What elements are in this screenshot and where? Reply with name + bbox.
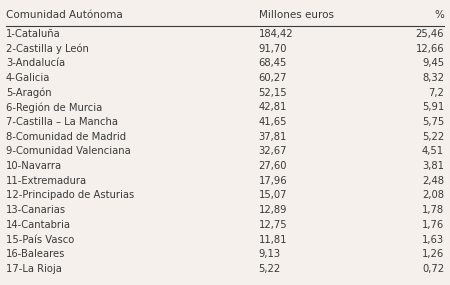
Text: 12-Principado de Asturias: 12-Principado de Asturias <box>6 190 134 200</box>
Text: 10-Navarra: 10-Navarra <box>6 161 62 171</box>
Text: 184,42: 184,42 <box>259 29 293 39</box>
Text: 2-Castilla y León: 2-Castilla y León <box>6 44 89 54</box>
Text: 17-La Rioja: 17-La Rioja <box>6 264 62 274</box>
Text: 15,07: 15,07 <box>259 190 287 200</box>
Text: 1,78: 1,78 <box>422 205 444 215</box>
Text: 8-Comunidad de Madrid: 8-Comunidad de Madrid <box>6 132 126 142</box>
Text: 16-Baleares: 16-Baleares <box>6 249 65 259</box>
Text: 1,26: 1,26 <box>422 249 444 259</box>
Text: 13-Canarias: 13-Canarias <box>6 205 66 215</box>
Text: 5,75: 5,75 <box>422 117 444 127</box>
Text: 12,75: 12,75 <box>259 220 287 230</box>
Text: 5-Aragón: 5-Aragón <box>6 88 51 98</box>
Text: 7-Castilla – La Mancha: 7-Castilla – La Mancha <box>6 117 118 127</box>
Text: 9,13: 9,13 <box>259 249 281 259</box>
Text: 2,08: 2,08 <box>422 190 444 200</box>
Text: 3,81: 3,81 <box>422 161 444 171</box>
Text: 7,2: 7,2 <box>428 88 444 98</box>
Text: 1-Cataluña: 1-Cataluña <box>6 29 61 39</box>
Text: 5,22: 5,22 <box>422 132 444 142</box>
Text: 25,46: 25,46 <box>416 29 444 39</box>
Text: 14-Cantabria: 14-Cantabria <box>6 220 71 230</box>
Text: 4-Galicia: 4-Galicia <box>6 73 50 83</box>
Text: 60,27: 60,27 <box>259 73 287 83</box>
Text: 2,48: 2,48 <box>422 176 444 186</box>
Text: 1,76: 1,76 <box>422 220 444 230</box>
Text: 0,72: 0,72 <box>422 264 444 274</box>
Text: Millones euros: Millones euros <box>259 10 333 20</box>
Text: 17,96: 17,96 <box>259 176 287 186</box>
Text: 11-Extremadura: 11-Extremadura <box>6 176 87 186</box>
Text: 68,45: 68,45 <box>259 58 287 68</box>
Text: 1,63: 1,63 <box>422 235 444 245</box>
Text: 5,91: 5,91 <box>422 102 444 112</box>
Text: 9,45: 9,45 <box>422 58 444 68</box>
Text: 32,67: 32,67 <box>259 146 287 156</box>
Text: 3-Andalucía: 3-Andalucía <box>6 58 65 68</box>
Text: 42,81: 42,81 <box>259 102 287 112</box>
Text: 91,70: 91,70 <box>259 44 287 54</box>
Text: Comunidad Autónoma: Comunidad Autónoma <box>6 10 122 20</box>
Text: %: % <box>434 10 444 20</box>
Text: 11,81: 11,81 <box>259 235 287 245</box>
Text: 8,32: 8,32 <box>422 73 444 83</box>
Text: 27,60: 27,60 <box>259 161 287 171</box>
Text: 52,15: 52,15 <box>259 88 287 98</box>
Text: 41,65: 41,65 <box>259 117 287 127</box>
Text: 37,81: 37,81 <box>259 132 287 142</box>
Text: 4,51: 4,51 <box>422 146 444 156</box>
Text: 12,89: 12,89 <box>259 205 287 215</box>
Text: 12,66: 12,66 <box>415 44 444 54</box>
Text: 5,22: 5,22 <box>259 264 281 274</box>
Text: 9-Comunidad Valenciana: 9-Comunidad Valenciana <box>6 146 130 156</box>
Text: 15-País Vasco: 15-País Vasco <box>6 235 74 245</box>
Text: 6-Región de Murcia: 6-Región de Murcia <box>6 102 102 113</box>
